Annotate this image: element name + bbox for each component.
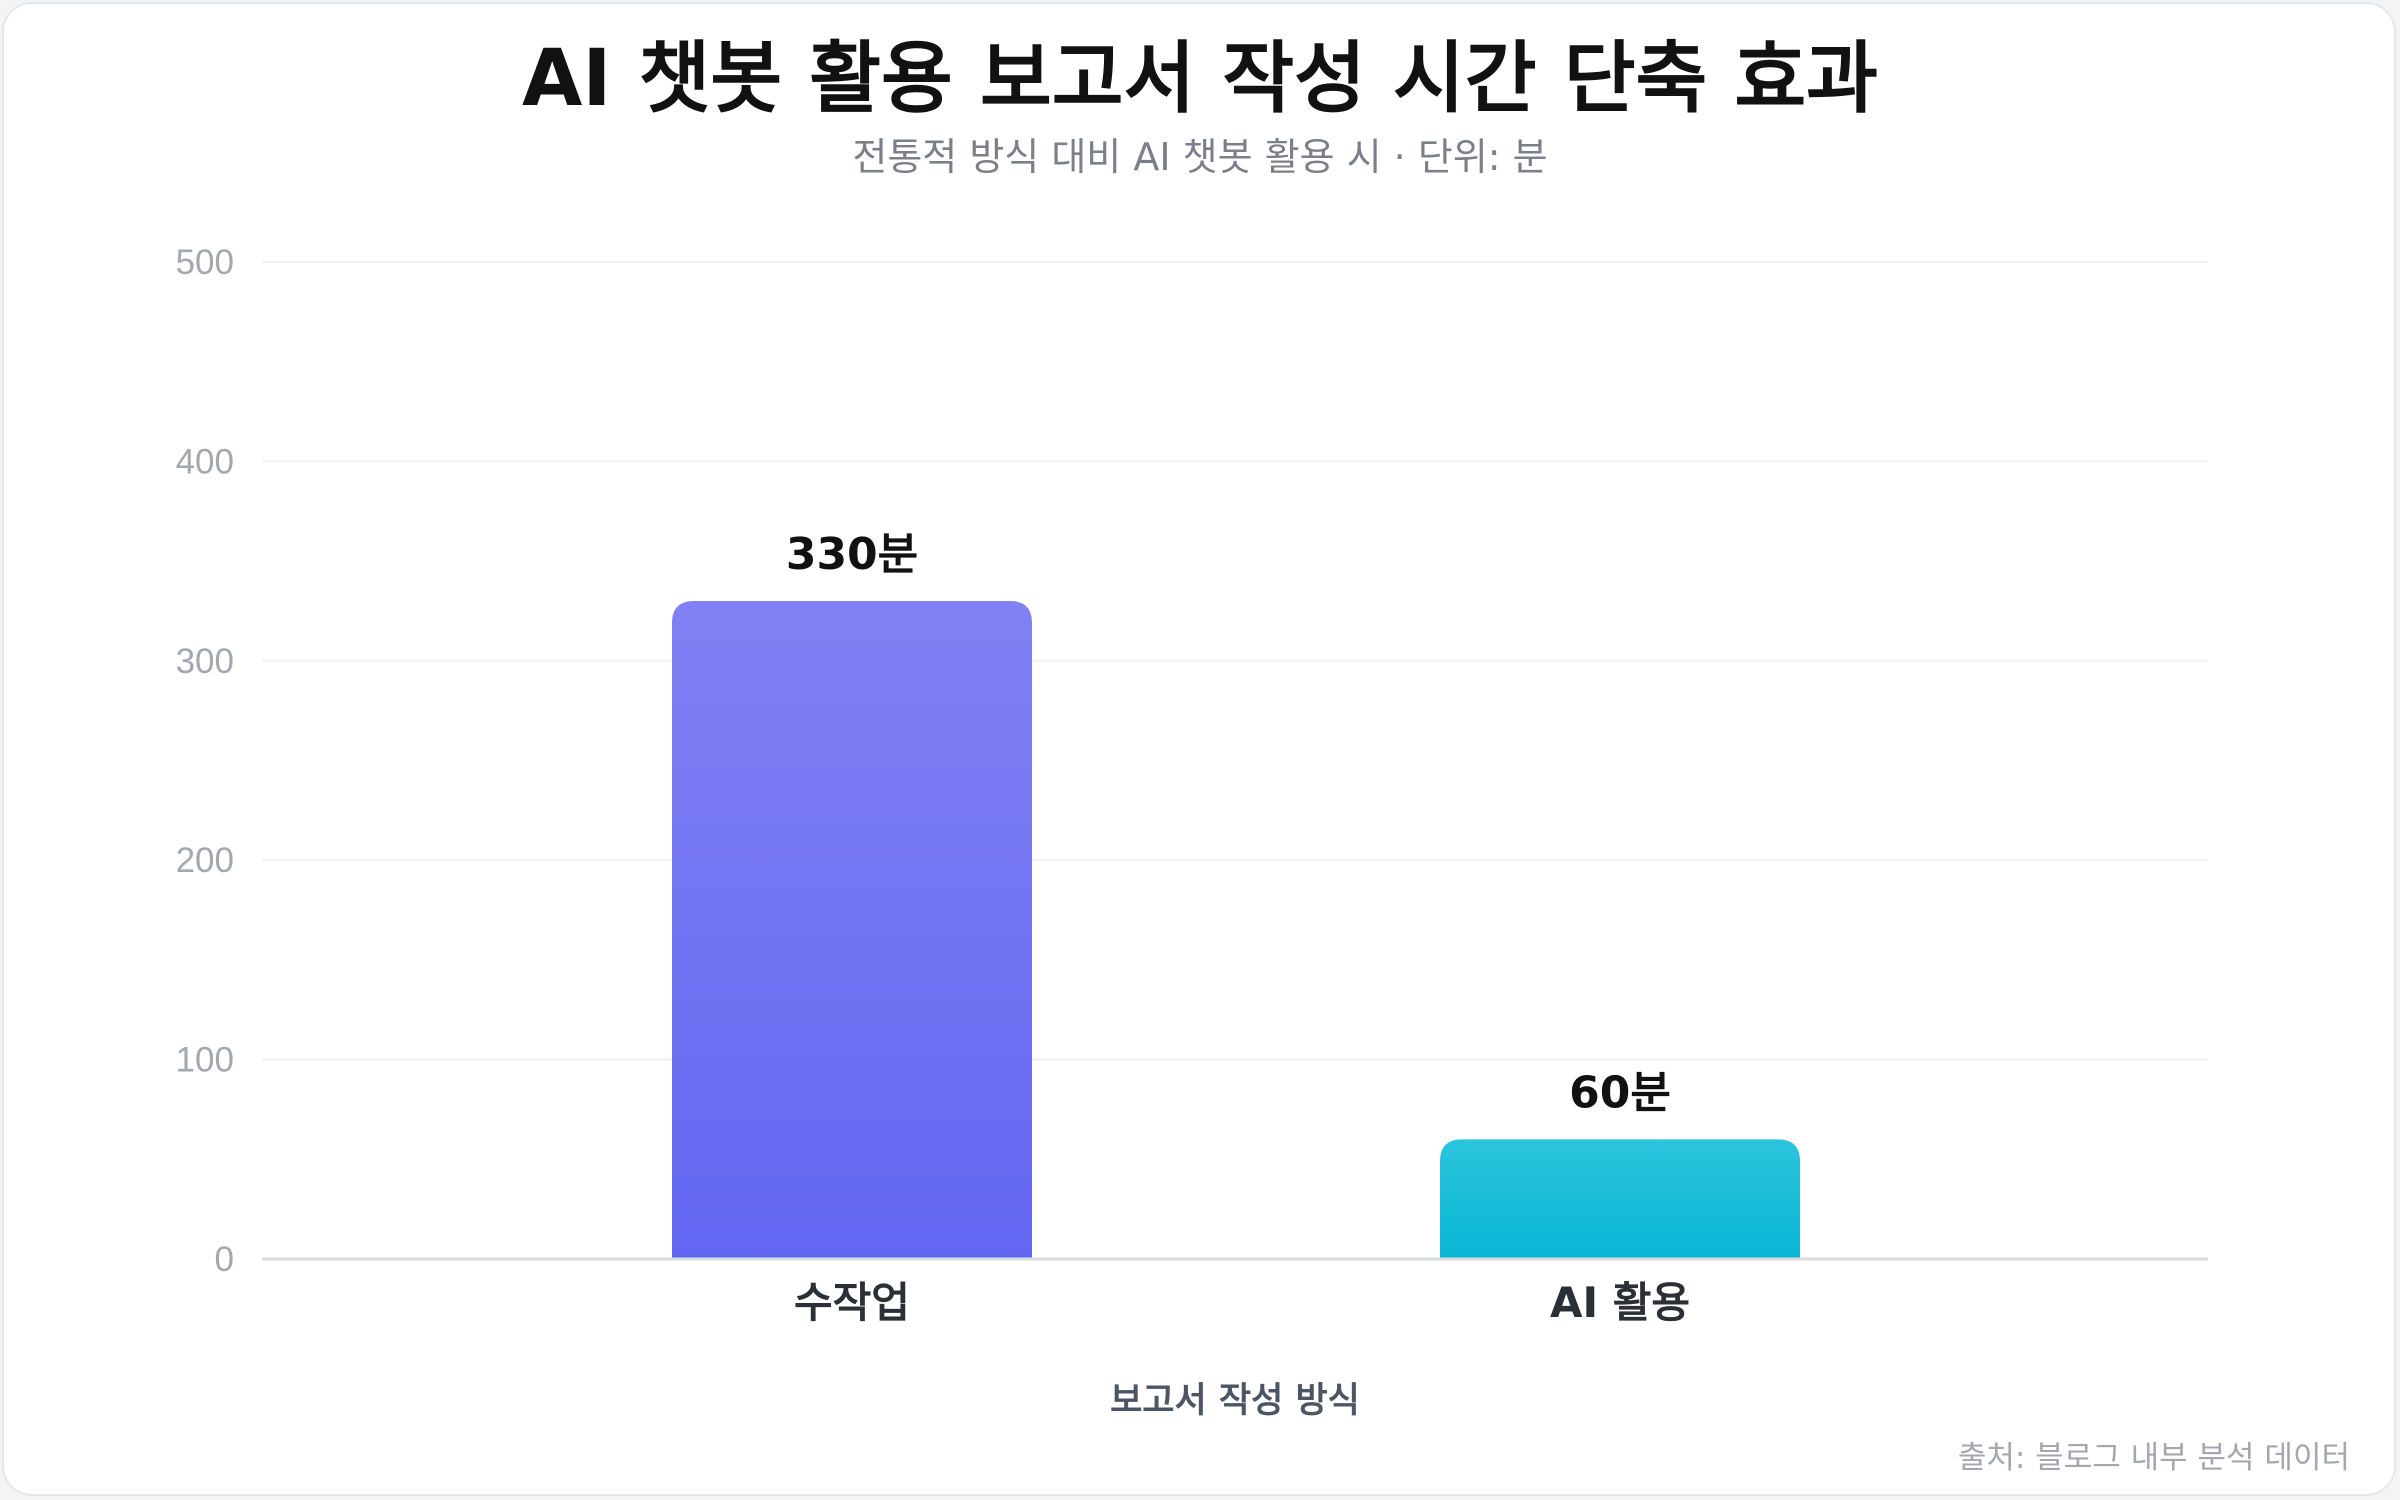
y-tick-label: 400	[176, 442, 234, 481]
bar-2	[1440, 1139, 1800, 1259]
y-axis-ticks: 0 100 200 300 400 500	[176, 243, 234, 1279]
x-category-label: AI 활용	[1550, 1278, 1690, 1327]
y-tick-label: 300	[176, 642, 234, 681]
y-tick-label: 100	[176, 1041, 234, 1080]
gridlines	[262, 261, 2208, 1061]
chart-title: AI 챗봇 활용 보고서 작성 시간 단축 효과	[522, 34, 1878, 124]
x-category-label: 수작업	[794, 1278, 910, 1327]
bar-value-label: 330분	[786, 529, 918, 580]
bar-1	[672, 600, 1032, 1259]
y-tick-label: 200	[176, 841, 234, 880]
y-tick-label: 0	[215, 1240, 234, 1279]
source-note: 출처: 블로그 내부 분석 데이터	[1958, 1440, 2350, 1476]
bar-value-label: 60분	[1569, 1067, 1671, 1118]
chart-subtitle: 전통적 방식 대비 AI 챗봇 활용 시 · 단위: 분	[852, 135, 1547, 179]
y-tick-label: 500	[176, 243, 234, 282]
x-axis-title: 보고서 작성 방식	[1110, 1381, 1360, 1421]
